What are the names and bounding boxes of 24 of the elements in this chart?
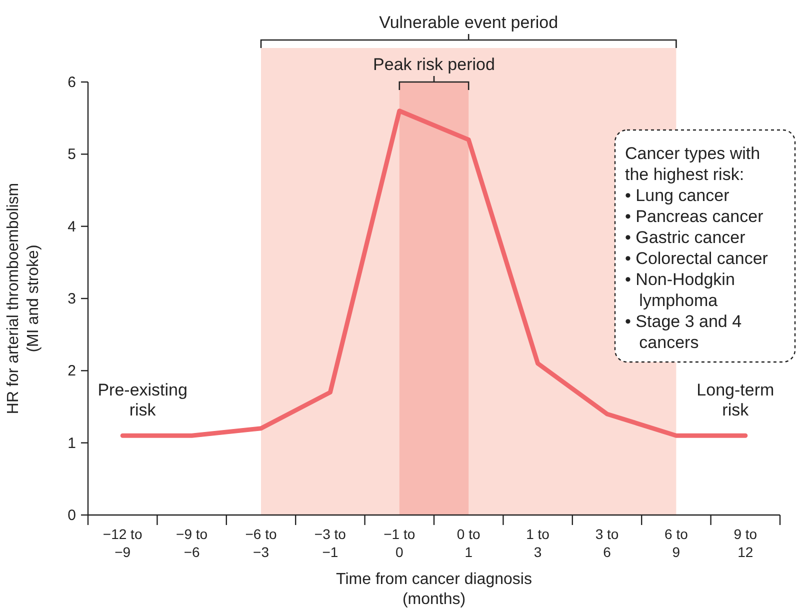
x-tick-label: −6 to −3 [245, 526, 277, 560]
x-tick-label: −9 to −6 [176, 526, 208, 560]
y-tick-label: 1 [68, 434, 76, 452]
band-label: Vulnerable event period [379, 13, 558, 32]
x-tick-label: 3 to 6 [595, 526, 619, 560]
x-tick-label: −1 to 0 [384, 526, 416, 560]
x-tick-label: 0 to 1 [456, 526, 480, 560]
band-label: Peak risk period [373, 55, 495, 74]
y-tick-label: 3 [68, 290, 76, 308]
y-tick-label: 0 [68, 507, 76, 524]
y-tick-label: 6 [68, 74, 76, 91]
annotation: Pre-existing risk [98, 380, 188, 420]
x-tick-label: −12 to −9 [102, 526, 142, 560]
x-tick-label: −3 to −1 [314, 526, 346, 560]
y-tick-label: 4 [68, 218, 76, 236]
y-tick-label: 2 [68, 362, 76, 380]
y-tick-label: 5 [68, 146, 76, 164]
y-axis-title: HR for arterial thromboembolism (MI and stroke) [5, 182, 42, 414]
x-tick-label: 9 to 12 [734, 526, 758, 560]
x-tick-label: 6 to 9 [664, 526, 688, 560]
x-tick-label: 1 to 3 [526, 526, 550, 560]
text: Cancer types with the highest risk: • Lung cancer • Pancreas cancer • Gastric cancer • Colorectal cancer • Non-Hodgkin lymphoma • Stage 3 and 4 cancers [625, 144, 768, 352]
annotation: Long-term risk [696, 380, 774, 420]
x-axis-title: Time from cancer diagnosis (months) [336, 571, 532, 608]
